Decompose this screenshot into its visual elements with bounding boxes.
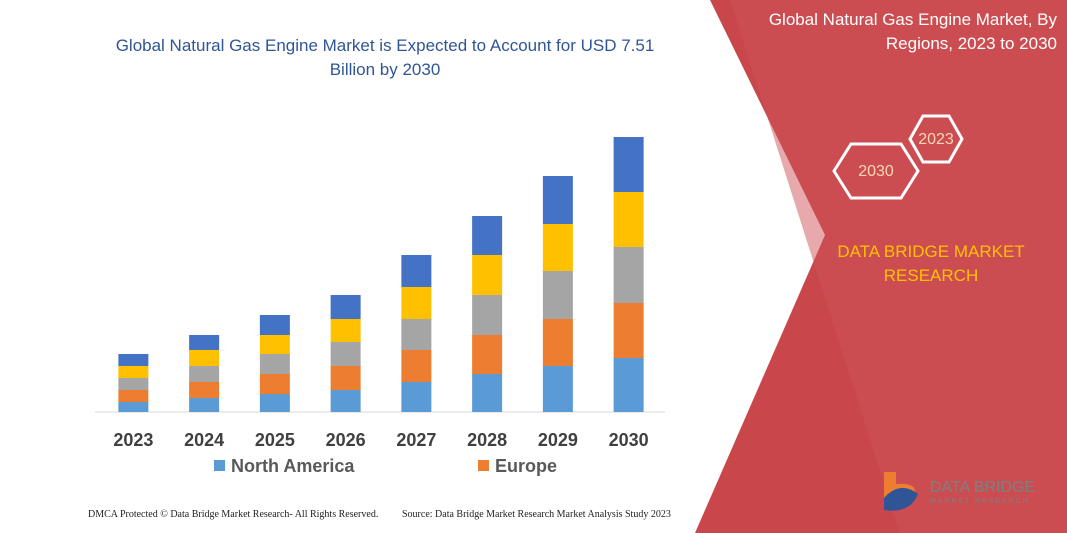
bar-segment [259,315,290,335]
hex-label: 2023 [918,131,954,148]
bar-segment [118,354,149,366]
x-tick-label: 2025 [255,430,295,450]
bar-segment [330,319,361,342]
bar-segment [401,255,432,287]
bar-segment [613,303,644,358]
bar-segment [330,342,361,366]
bar-segment [189,398,220,412]
bar-segment [472,216,503,255]
bar-segment [189,382,220,398]
bar-segment [330,295,361,319]
logo-name: DATA BRIDGE [930,479,1035,496]
hex-label: 2030 [858,163,894,180]
chart-title: Global Natural Gas Engine Market is Expe… [115,36,655,79]
legend-label: North America [231,456,355,476]
bar-segment [259,354,290,374]
footer-left: DMCA Protected © Data Bridge Market Rese… [88,509,379,520]
bar-segment [330,390,361,412]
bar-segment [542,176,573,224]
bar-segment [472,255,503,295]
bar-segment [330,366,361,390]
bar-segment [401,382,432,412]
hexagon [908,114,964,164]
x-tick-label: 2027 [396,430,436,450]
x-tick-label: 2026 [326,430,366,450]
bar-segment [542,366,573,412]
bar-segment [542,319,573,366]
legend-swatch [214,460,225,471]
x-tick-label: 2024 [184,430,224,450]
logo-tagline: MARKET RESEARCH [930,498,1030,505]
panel-shade [730,0,1067,533]
bar-segment [613,358,644,412]
legend-swatch [478,460,489,471]
bar-segment [542,271,573,319]
brand: DATA BRIDGE MARKET RESEARCH [837,242,1025,285]
x-tick-label: 2023 [113,430,153,450]
x-tick-label: 2029 [538,430,578,450]
bar-segment [542,224,573,271]
bar-segment [401,287,432,319]
bar-segment [472,335,503,374]
legend-label: Europe [495,456,557,476]
hexagon [832,142,920,200]
bar-segment [472,374,503,412]
bar-segment [189,366,220,382]
logo-mark [884,487,918,511]
footer-right: Source: Data Bridge Market Research Mark… [402,509,671,520]
bar-segment [613,137,644,192]
bar-segment [259,394,290,412]
bar-segment [118,366,149,378]
bar-segment [613,247,644,303]
bar-segment [401,350,432,382]
bar-segment [613,192,644,247]
bar-segment [259,335,290,354]
bar-segment [118,378,149,390]
bar-segment [189,335,220,350]
bar-segment [472,295,503,335]
bar-segment [189,350,220,366]
bar-segment [118,390,149,402]
x-tick-label: 2030 [609,430,649,450]
x-tick-label: 2028 [467,430,507,450]
bar-segment [118,402,149,412]
panel-title: Global Natural Gas Engine Market, By Reg… [768,10,1057,53]
bar-segment [401,319,432,350]
bar-segment [259,374,290,394]
